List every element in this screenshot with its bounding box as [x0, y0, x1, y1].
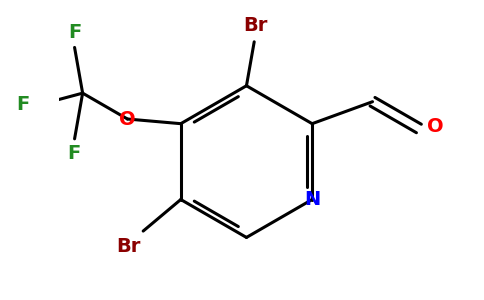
Text: F: F: [68, 23, 81, 42]
Text: Br: Br: [243, 16, 267, 35]
Text: Br: Br: [117, 237, 141, 256]
Text: N: N: [304, 190, 320, 209]
Text: O: O: [426, 117, 443, 136]
Text: F: F: [67, 145, 80, 164]
Text: F: F: [16, 95, 29, 114]
Text: O: O: [119, 110, 136, 128]
